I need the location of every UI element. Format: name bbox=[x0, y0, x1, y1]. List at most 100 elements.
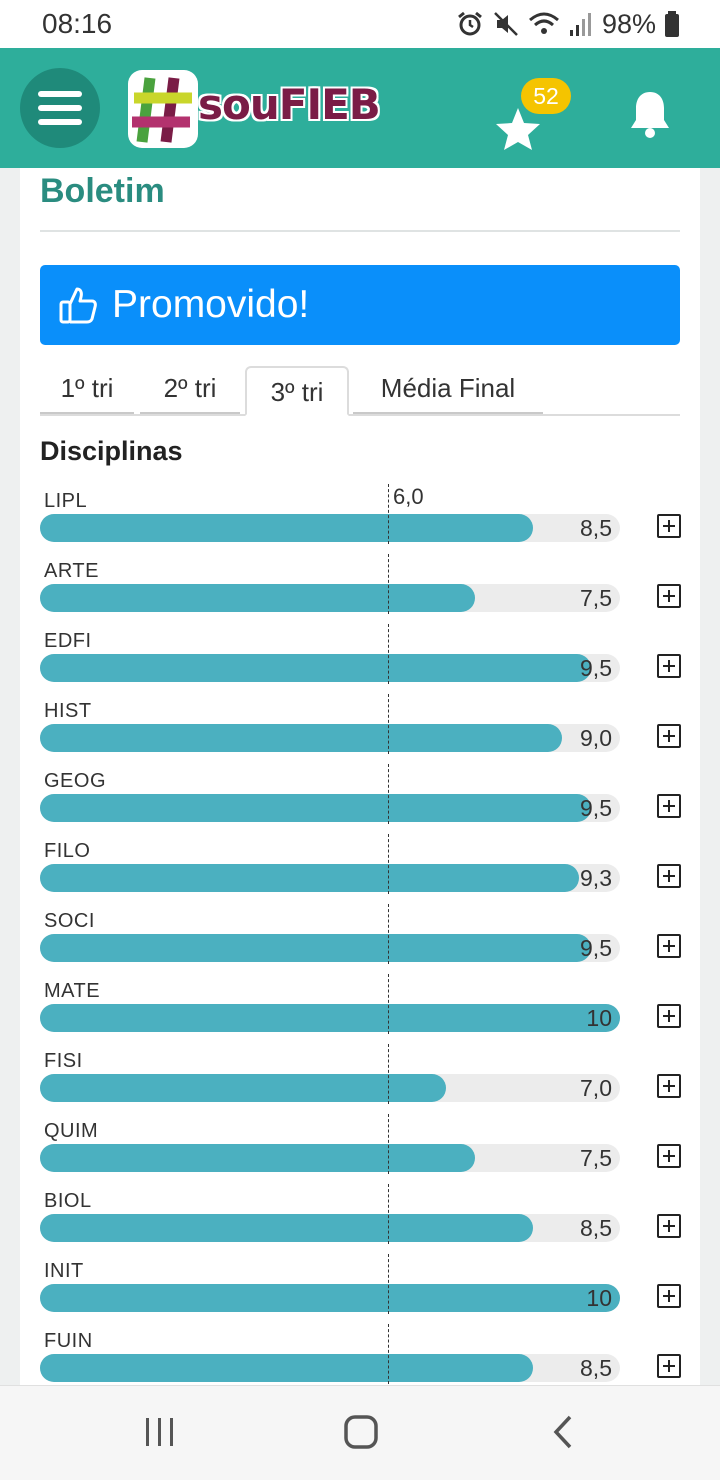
points-button[interactable]: 52 bbox=[494, 78, 584, 158]
tab-2-tri[interactable]: 2º tri bbox=[140, 366, 240, 414]
expand-subject-button[interactable] bbox=[657, 584, 681, 608]
status-icons: 98% bbox=[456, 6, 680, 42]
grade-bar-track: 7,0 bbox=[40, 1074, 620, 1102]
expand-subject-button[interactable] bbox=[657, 934, 681, 958]
subject-code: HIST bbox=[44, 700, 92, 722]
status-bar: 08:16 98% bbox=[0, 0, 720, 48]
grade-bar-fill bbox=[40, 1074, 446, 1102]
home-icon[interactable] bbox=[341, 1414, 381, 1450]
system-nav-bar bbox=[0, 1385, 720, 1480]
expand-subject-button[interactable] bbox=[657, 1284, 681, 1308]
grade-bar-track: 9,3 bbox=[40, 864, 620, 892]
subject-row: QUIM 7,5 bbox=[40, 1108, 700, 1178]
grade-value: 8,5 bbox=[580, 515, 612, 541]
expand-subject-button[interactable] bbox=[657, 514, 681, 538]
grade-bar-fill bbox=[40, 654, 591, 682]
grade-bar-fill bbox=[40, 584, 475, 612]
tab-media-final[interactable]: Média Final bbox=[353, 366, 543, 414]
wifi-icon bbox=[528, 12, 559, 34]
expand-subject-button[interactable] bbox=[657, 1354, 681, 1378]
expand-subject-button[interactable] bbox=[657, 1074, 681, 1098]
expand-subject-button[interactable] bbox=[657, 1214, 681, 1238]
grade-bar-track: 8,5 bbox=[40, 1214, 620, 1242]
expand-subject-button[interactable] bbox=[657, 1144, 681, 1168]
grade-bar-track: 9,5 bbox=[40, 654, 620, 682]
grade-bar-fill bbox=[40, 1284, 620, 1312]
grade-bar-track: 7,5 bbox=[40, 1144, 620, 1172]
passing-threshold-label: 6,0 bbox=[393, 484, 424, 509]
expand-subject-button[interactable] bbox=[657, 1004, 681, 1028]
grade-value: 9,5 bbox=[580, 935, 612, 961]
subject-code: FUIN bbox=[44, 1330, 93, 1352]
grade-value: 8,5 bbox=[580, 1215, 612, 1241]
grade-value: 10 bbox=[586, 1005, 612, 1031]
expand-subject-button[interactable] bbox=[657, 794, 681, 818]
grade-bar-fill bbox=[40, 934, 591, 962]
subject-code: FILO bbox=[44, 840, 91, 862]
menu-button[interactable] bbox=[20, 68, 100, 148]
subject-row: MATE 10 bbox=[40, 968, 700, 1038]
promotion-status-banner: Promovido! bbox=[40, 265, 680, 345]
grade-value: 7,0 bbox=[580, 1075, 612, 1101]
mute-icon bbox=[494, 12, 518, 36]
passing-threshold-line bbox=[388, 834, 389, 894]
expand-subject-button[interactable] bbox=[657, 864, 681, 888]
grade-value: 7,5 bbox=[580, 1145, 612, 1171]
grade-bar-track: 9,5 bbox=[40, 934, 620, 962]
grade-bar-track: 9,0 bbox=[40, 724, 620, 752]
grade-bar-track: 7,5 bbox=[40, 584, 620, 612]
subject-row: INIT 10 bbox=[40, 1248, 700, 1318]
app-logo: souFIEB bbox=[128, 70, 381, 148]
passing-threshold-line bbox=[388, 764, 389, 824]
grade-bar-fill bbox=[40, 864, 579, 892]
section-title: Disciplinas bbox=[40, 436, 183, 466]
page-title: Boletim bbox=[40, 172, 165, 210]
grade-bar-fill bbox=[40, 514, 533, 542]
bell-icon[interactable] bbox=[628, 90, 672, 138]
passing-threshold-line bbox=[388, 1254, 389, 1314]
grade-value: 9,5 bbox=[580, 795, 612, 821]
subject-code: FISI bbox=[44, 1050, 83, 1072]
back-icon[interactable] bbox=[544, 1414, 584, 1450]
star-icon bbox=[496, 108, 540, 150]
battery-level: 98% bbox=[601, 8, 656, 39]
grade-bar-fill bbox=[40, 1004, 620, 1032]
grade-bar-fill bbox=[40, 724, 562, 752]
subject-row: BIOL 8,5 bbox=[40, 1178, 700, 1248]
grade-value: 9,3 bbox=[580, 865, 612, 891]
expand-subject-button[interactable] bbox=[657, 724, 681, 748]
grade-value: 10 bbox=[586, 1285, 612, 1311]
grade-bar-track: 10 bbox=[40, 1004, 620, 1032]
tabs-divider bbox=[40, 414, 680, 416]
subject-row: EDFI 9,5 bbox=[40, 618, 700, 688]
subject-code: INIT bbox=[44, 1260, 84, 1282]
expand-subject-button[interactable] bbox=[657, 654, 681, 678]
grade-bar-track: 9,5 bbox=[40, 794, 620, 822]
passing-threshold-line bbox=[388, 484, 389, 544]
grade-value: 7,5 bbox=[580, 585, 612, 611]
subject-code: MATE bbox=[44, 980, 101, 1002]
subject-code: EDFI bbox=[44, 630, 92, 652]
tab-3-tri[interactable]: 3º tri bbox=[245, 366, 349, 416]
battery-icon bbox=[665, 11, 679, 37]
grade-bar-fill bbox=[40, 1144, 475, 1172]
passing-threshold-line bbox=[388, 1044, 389, 1104]
tab-1-tri[interactable]: 1º tri bbox=[40, 366, 134, 414]
passing-threshold-line bbox=[388, 624, 389, 684]
grade-value: 8,5 bbox=[580, 1355, 612, 1381]
alarm-icon bbox=[458, 11, 482, 36]
subject-row: HIST 9,0 bbox=[40, 688, 700, 758]
grade-bar-track: 8,5 bbox=[40, 514, 620, 542]
subject-row: SOCI 9,5 bbox=[40, 898, 700, 968]
promotion-status-text: Promovido! bbox=[112, 283, 310, 326]
app-bar: souFIEB 52 bbox=[0, 48, 720, 168]
subject-row: FUIN 8,5 bbox=[40, 1318, 700, 1388]
subject-code: ARTE bbox=[44, 560, 99, 582]
subject-code: QUIM bbox=[44, 1120, 99, 1142]
subject-code: BIOL bbox=[44, 1190, 92, 1212]
term-tabs: 1º tri 2º tri 3º tri Média Final bbox=[40, 366, 680, 416]
subject-row: ARTE 7,5 bbox=[40, 548, 700, 618]
signal-icon bbox=[569, 13, 591, 36]
grade-bar-fill bbox=[40, 1354, 533, 1382]
recent-apps-icon[interactable] bbox=[140, 1414, 180, 1450]
